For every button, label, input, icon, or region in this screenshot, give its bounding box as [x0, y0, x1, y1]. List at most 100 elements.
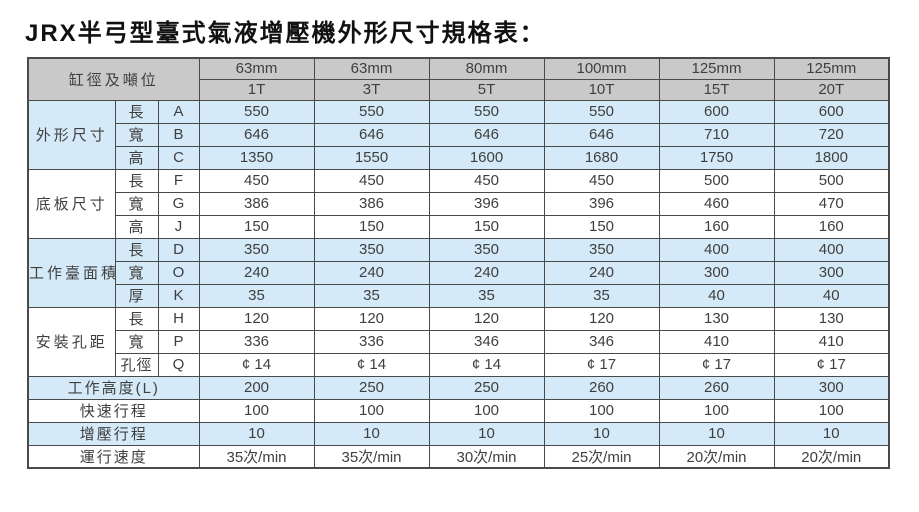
value-cell: 100	[658, 398, 775, 423]
value-cell: 260	[658, 375, 775, 400]
header-row-tonnage: 1T 3T 5T 10T 15T 20T	[28, 78, 890, 101]
value-cell: 1550	[313, 145, 430, 170]
value-cell: 35	[428, 283, 545, 308]
value-cell: 120	[543, 306, 660, 331]
value-cell: 550	[543, 99, 660, 124]
dimension-label-cell: 長	[114, 306, 159, 331]
dimension-code-cell: F	[157, 168, 200, 193]
page-title: JRX半弓型臺式氣液增壓機外形尺寸規格表：	[25, 20, 546, 47]
value-cell: 336	[313, 329, 430, 354]
value-cell: 1680	[543, 145, 660, 170]
table-row: 寬 B 646 646 646 646 710 720	[28, 122, 890, 147]
dimension-label-cell: 寬	[114, 260, 159, 285]
value-cell: 130	[658, 306, 775, 331]
table-row: 高 J 150 150 150 150 160 160	[28, 214, 890, 239]
value-cell: 1350	[198, 145, 315, 170]
footer-label-cell: 快速行程	[27, 398, 200, 423]
value-cell: 10	[543, 421, 660, 446]
value-cell: ¢ 14	[428, 352, 545, 377]
value-cell: 396	[543, 191, 660, 216]
value-cell: 10	[428, 421, 545, 446]
value-cell: ¢ 14	[313, 352, 430, 377]
value-cell: 336	[198, 329, 315, 354]
value-cell: 386	[313, 191, 430, 216]
value-cell: 450	[198, 168, 315, 193]
value-cell: 130	[773, 306, 890, 331]
value-cell: 1600	[428, 145, 545, 170]
value-cell: 20次/min	[773, 444, 890, 469]
group-label-cell: 外形尺寸	[27, 99, 116, 170]
value-cell: 350	[198, 237, 315, 262]
value-cell: 450	[313, 168, 430, 193]
footer-label-cell: 增壓行程	[27, 421, 200, 446]
value-cell: 346	[543, 329, 660, 354]
value-cell: 500	[658, 168, 775, 193]
table-row: 工作高度(L) 200 250 250 260 260 300	[27, 375, 890, 400]
column-header-bore: 125mm	[658, 57, 775, 80]
dimension-label-cell: 長	[114, 168, 159, 193]
value-cell: 260	[543, 375, 660, 400]
value-cell: 400	[773, 237, 890, 262]
value-cell: 10	[313, 421, 430, 446]
table-row: 運行速度 35次/min 35次/min 30次/min 25次/min 20次/min 2…	[27, 444, 890, 469]
value-cell: 300	[773, 375, 890, 400]
dimension-label-cell: 寬	[114, 191, 159, 216]
value-cell: 300	[658, 260, 775, 285]
dimension-code-cell: B	[157, 122, 200, 147]
value-cell: 350	[313, 237, 430, 262]
value-cell: 600	[658, 99, 775, 124]
value-cell: 240	[198, 260, 315, 285]
value-cell: 100	[428, 398, 545, 423]
value-cell: 1750	[658, 145, 775, 170]
spec-table: 缸徑及噸位 63mm 63mm 80mm 100mm 125mm 125mm 1T 3T 5T 10…	[27, 57, 891, 469]
table-row: 厚 K 35 35 35 35 40 40	[28, 283, 890, 308]
dimension-label-cell: 厚	[114, 283, 159, 308]
value-cell: 10	[773, 421, 890, 446]
value-cell: 350	[428, 237, 545, 262]
table-row: 外形尺寸長 A 550 550 550 550 600 600	[27, 99, 890, 170]
value-cell: 710	[658, 122, 775, 147]
value-cell: ¢ 17	[543, 352, 660, 377]
dimension-code-cell: O	[157, 260, 200, 285]
group-label-cell: 底板尺寸	[27, 168, 116, 239]
column-header-bore: 63mm	[313, 57, 430, 80]
group-label-cell: 工作臺面積	[27, 237, 116, 308]
value-cell: 550	[313, 99, 430, 124]
dimension-code-cell: Q	[157, 352, 200, 377]
value-cell: 1800	[773, 145, 890, 170]
value-cell: 40	[658, 283, 775, 308]
dimension-code-cell: C	[157, 145, 200, 170]
value-cell: 35次/min	[313, 444, 430, 469]
value-cell: 240	[313, 260, 430, 285]
value-cell: 460	[658, 191, 775, 216]
value-cell: 470	[773, 191, 890, 216]
value-cell: 646	[428, 122, 545, 147]
table-row: 寬 P 336 336 346 346 410 410	[28, 329, 890, 354]
value-cell: 150	[543, 214, 660, 239]
dimension-code-cell: A	[157, 99, 200, 124]
value-cell: 100	[198, 398, 315, 423]
column-header-tonnage: 10T	[543, 78, 660, 101]
value-cell: 40	[773, 283, 890, 308]
column-header-tonnage: 20T	[773, 78, 890, 101]
value-cell: 120	[198, 306, 315, 331]
footer-label-cell: 工作高度(L)	[27, 375, 200, 400]
value-cell: ¢ 17	[773, 352, 890, 377]
value-cell: 300	[773, 260, 890, 285]
value-cell: 550	[198, 99, 315, 124]
dimension-label-cell: 高	[114, 214, 159, 239]
value-cell: 200	[198, 375, 315, 400]
value-cell: 500	[773, 168, 890, 193]
value-cell: 35	[313, 283, 430, 308]
column-header-bore: 125mm	[773, 57, 890, 80]
value-cell: 120	[428, 306, 545, 331]
dimension-code-cell: P	[157, 329, 200, 354]
value-cell: 35	[198, 283, 315, 308]
table-row: 底板尺寸長 F 450 450 450 450 500 500	[27, 168, 890, 239]
table-row: 寬 G 386 386 396 396 460 470	[28, 191, 890, 216]
value-cell: 160	[658, 214, 775, 239]
value-cell: 646	[543, 122, 660, 147]
value-cell: 35次/min	[198, 444, 315, 469]
spec-table-head: 缸徑及噸位 63mm 63mm 80mm 100mm 125mm 125mm 1T 3T 5T 10…	[27, 57, 890, 101]
group-label-cell: 安裝孔距	[27, 306, 116, 377]
